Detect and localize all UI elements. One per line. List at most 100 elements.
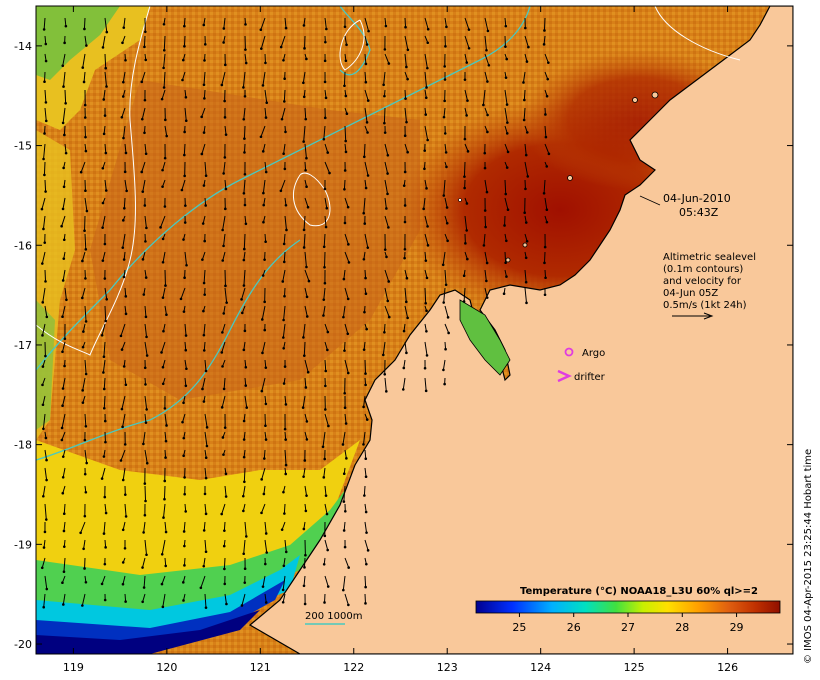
velocity-arrow-head	[163, 156, 167, 160]
velocity-arrow-head	[443, 132, 447, 135]
lon-tick-label: 120	[156, 661, 177, 674]
velocity-arrow	[304, 143, 307, 159]
velocity-arrow-head	[445, 25, 448, 29]
velocity-arrow-head	[401, 388, 405, 391]
velocity-arrow-head	[162, 516, 165, 519]
velocity-arrow-head	[124, 151, 128, 155]
velocity-arrow-head	[184, 95, 188, 99]
colorbar-tick-label: 28	[675, 621, 689, 634]
velocity-arrow-head	[242, 191, 246, 195]
velocity-arrow	[161, 539, 166, 555]
velocity-arrow-head	[43, 530, 47, 534]
velocity-arrow	[382, 341, 386, 356]
velocity-arrow	[484, 17, 489, 32]
velocity-arrow	[344, 323, 349, 334]
velocity-arrow	[84, 413, 87, 427]
velocity-arrow-head	[242, 284, 246, 287]
velocity-arrow-head	[260, 47, 263, 50]
velocity-arrow-head	[365, 562, 368, 566]
velocity-arrow	[444, 323, 450, 334]
velocity-arrow	[464, 215, 468, 231]
velocity-arrow	[304, 197, 309, 208]
velocity-arrow-head	[423, 366, 427, 370]
velocity-arrow	[324, 485, 327, 496]
velocity-arrow-head	[486, 80, 489, 83]
sealevel-contour	[339, 19, 365, 71]
velocity-arrow-head	[341, 443, 345, 446]
velocity-arrow	[261, 503, 266, 514]
velocity-arrow-head	[102, 98, 106, 101]
velocity-arrow	[103, 521, 106, 534]
velocity-arrow-head	[447, 331, 450, 335]
velocity-arrow	[342, 575, 346, 591]
velocity-arrow	[101, 323, 106, 336]
velocity-arrow	[243, 179, 246, 194]
velocity-arrow	[504, 179, 507, 195]
velocity-arrow-head	[82, 330, 85, 333]
velocity-arrow	[122, 575, 126, 585]
velocity-arrow-head	[284, 472, 288, 476]
altimetry-line-4: 04-Jun 05Z	[663, 288, 718, 299]
velocity-arrow-head	[265, 551, 269, 554]
velocity-arrow-head	[42, 546, 46, 549]
velocity-arrow-head	[505, 132, 509, 135]
velocity-arrow-head	[143, 45, 146, 49]
velocity-arrow	[504, 251, 507, 263]
velocity-arrow-head	[323, 601, 326, 604]
velocity-arrow	[244, 215, 247, 224]
velocity-arrow-head	[142, 442, 145, 446]
velocity-arrow	[244, 395, 248, 408]
velocity-arrow-head	[83, 27, 86, 31]
velocity-arrow	[264, 107, 267, 118]
velocity-arrow	[464, 35, 470, 49]
velocity-arrow	[61, 413, 66, 429]
velocity-arrow-head	[145, 226, 148, 230]
velocity-arrow-head	[506, 150, 510, 154]
velocity-arrow	[261, 341, 266, 354]
velocity-arrow	[44, 179, 47, 192]
velocity-arrow	[161, 89, 166, 100]
velocity-arrow-head	[465, 202, 469, 205]
velocity-arrow-head	[142, 531, 145, 534]
velocity-arrow	[260, 125, 266, 137]
velocity-arrow	[104, 53, 107, 69]
velocity-arrow-head	[42, 157, 45, 161]
velocity-arrow-head	[543, 293, 547, 297]
velocity-arrow	[201, 143, 206, 155]
velocity-arrow-head	[343, 25, 347, 29]
velocity-arrow-head	[422, 207, 425, 211]
lon-tick-label: 122	[343, 661, 364, 674]
velocity-arrow-head	[83, 229, 86, 233]
velocity-arrow-head	[364, 602, 367, 605]
velocity-arrow-head	[161, 605, 165, 609]
velocity-arrow-head	[546, 77, 550, 81]
lat-tick-label: -17	[14, 339, 32, 352]
velocity-arrow	[344, 233, 349, 245]
velocity-arrow-head	[324, 96, 328, 100]
velocity-arrow-head	[183, 476, 186, 479]
velocity-arrow	[324, 575, 329, 587]
velocity-arrow	[201, 377, 206, 390]
velocity-arrow-head	[124, 312, 128, 316]
velocity-arrow-head	[504, 76, 508, 79]
velocity-arrow-head	[41, 365, 45, 368]
velocity-arrow-head	[282, 346, 285, 350]
lon-tick-label: 126	[717, 661, 738, 674]
velocity-arrow	[404, 89, 407, 99]
velocity-arrow-head	[265, 101, 269, 105]
velocity-arrow	[62, 467, 66, 478]
velocity-arrow	[304, 161, 307, 171]
velocity-arrow	[444, 143, 447, 153]
velocity-arrow	[504, 107, 508, 123]
velocity-arrow-head	[204, 550, 208, 554]
velocity-arrow-head	[280, 528, 284, 531]
velocity-arrow	[424, 341, 428, 356]
velocity-arrow	[304, 485, 308, 496]
velocity-arrow-head	[42, 494, 45, 498]
velocity-arrow-head	[159, 226, 162, 229]
velocity-arrow	[383, 107, 386, 124]
velocity-arrow	[120, 449, 126, 461]
velocity-arrow-head	[203, 97, 206, 100]
velocity-arrow	[283, 233, 286, 244]
velocity-arrow	[282, 575, 286, 591]
